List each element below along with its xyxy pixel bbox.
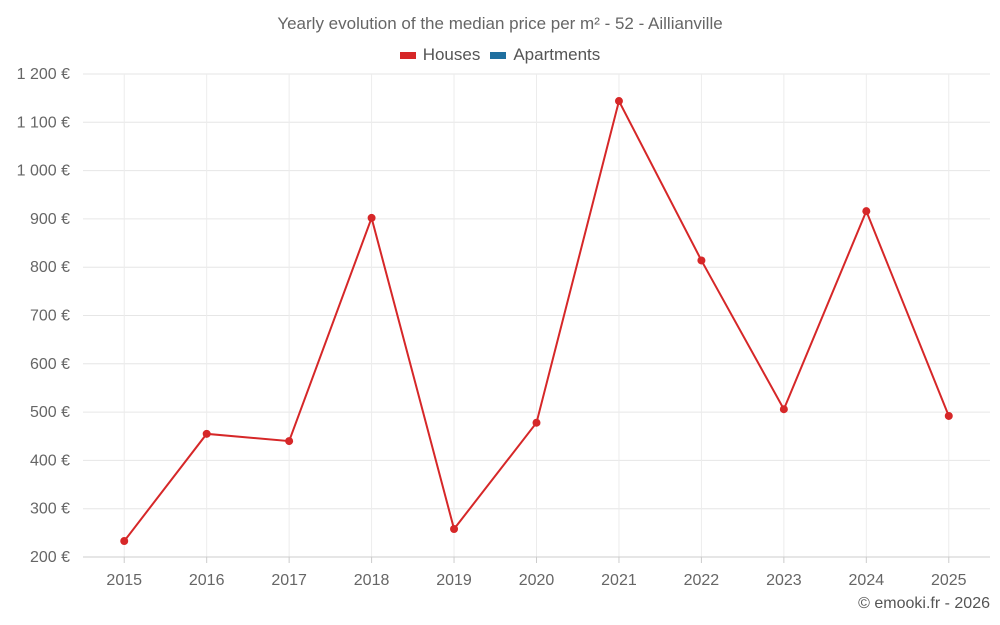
x-tick-label: 2019 bbox=[436, 572, 472, 589]
data-point-2020 bbox=[532, 418, 541, 427]
y-tick-label: 300 € bbox=[30, 501, 70, 518]
y-tick-label: 600 € bbox=[30, 356, 70, 373]
data-point-2022 bbox=[697, 256, 706, 265]
y-tick-label: 700 € bbox=[30, 308, 70, 325]
legend: Houses Apartments bbox=[0, 45, 1000, 65]
data-point-2023 bbox=[779, 405, 788, 414]
x-tick-label: 2024 bbox=[849, 572, 885, 589]
legend-item-apartments[interactable]: Apartments bbox=[490, 45, 600, 65]
data-point-2016 bbox=[202, 429, 211, 438]
data-point-2025 bbox=[944, 411, 953, 420]
y-tick-label: 1 000 € bbox=[17, 163, 70, 180]
legend-swatch-houses bbox=[399, 51, 416, 59]
legend-swatch-apartments bbox=[490, 51, 507, 59]
x-tick-label: 2020 bbox=[519, 572, 555, 589]
data-point-2018 bbox=[367, 213, 376, 222]
x-tick-label: 2015 bbox=[106, 572, 142, 589]
y-tick-label: 900 € bbox=[30, 211, 70, 228]
legend-label-houses: Houses bbox=[422, 45, 481, 64]
chart-title: Yearly evolution of the median price per… bbox=[277, 14, 723, 33]
x-tick-label: 2017 bbox=[271, 572, 307, 589]
data-point-2024 bbox=[862, 207, 871, 216]
legend-label-apartments: Apartments bbox=[513, 45, 601, 64]
legend-item-houses[interactable]: Houses bbox=[399, 45, 481, 65]
data-point-2019 bbox=[450, 524, 459, 533]
x-tick-label: 2016 bbox=[189, 572, 225, 589]
y-tick-label: 1 200 € bbox=[17, 66, 70, 83]
y-tick-label: 500 € bbox=[30, 404, 70, 421]
x-tick-label: 2025 bbox=[931, 572, 967, 589]
y-tick-label: 200 € bbox=[30, 549, 70, 566]
y-tick-label: 1 100 € bbox=[17, 114, 70, 131]
data-point-2017 bbox=[285, 437, 294, 446]
y-tick-label: 800 € bbox=[30, 259, 70, 276]
y-tick-label: 400 € bbox=[30, 452, 70, 469]
x-tick-label: 2021 bbox=[601, 572, 637, 589]
data-point-2015 bbox=[120, 537, 129, 546]
x-tick-label: 2018 bbox=[354, 572, 390, 589]
credit-text: © emooki.fr - 2026 bbox=[858, 595, 990, 612]
x-tick-label: 2023 bbox=[766, 572, 802, 589]
x-tick-label: 2022 bbox=[684, 572, 720, 589]
data-point-2021 bbox=[614, 97, 623, 106]
